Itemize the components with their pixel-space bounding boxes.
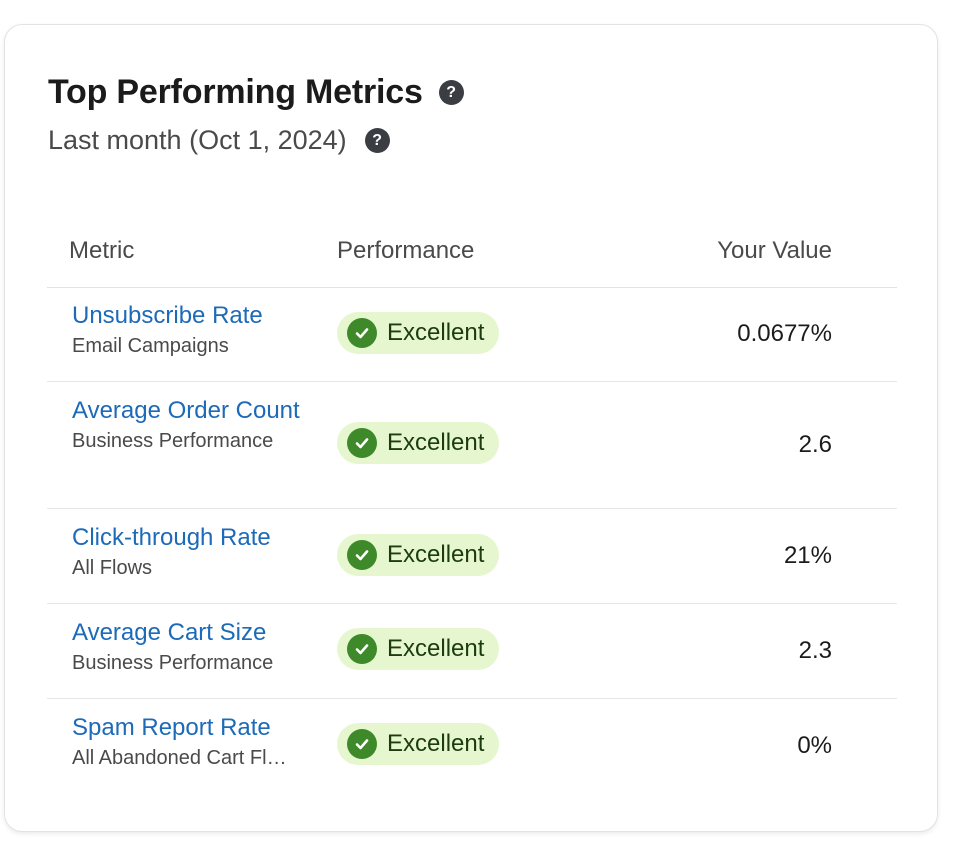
metric-source: All Flows xyxy=(72,557,153,579)
metric-source: All Abandoned Cart Flows xyxy=(72,747,294,769)
column-header-performance: Performance xyxy=(337,237,475,264)
metric-link[interactable]: Average Order Count xyxy=(72,397,300,424)
card-header: Top Performing Metrics ? xyxy=(48,73,464,112)
table-row: Average Cart Size Business Performance E… xyxy=(47,604,897,699)
column-header-value: Your Value xyxy=(717,237,832,264)
metric-source: Email Campaigns xyxy=(72,335,229,357)
metric-source: Business Performance xyxy=(72,652,274,674)
metric-cell: Click-through Rate All Flows xyxy=(72,522,302,582)
check-circle-icon xyxy=(347,540,377,570)
performance-label: Excellent xyxy=(387,319,485,346)
performance-badge: Excellent xyxy=(337,422,500,464)
metric-value: 0.0677% xyxy=(737,320,832,347)
metric-value: 2.6 xyxy=(798,431,832,458)
date-range-label: Last month (Oct 1, 2024) xyxy=(48,125,347,155)
table-row: Average Order Count Business Performance… xyxy=(47,382,897,509)
check-circle-icon xyxy=(347,318,377,348)
metric-value: 21% xyxy=(783,542,832,569)
metric-value: 2.3 xyxy=(798,637,832,664)
performance-badge: Excellent xyxy=(337,723,500,765)
metric-link[interactable]: Unsubscribe Rate xyxy=(72,302,263,329)
check-circle-icon xyxy=(347,428,377,458)
performance-badge: Excellent xyxy=(337,628,500,670)
metric-link[interactable]: Click-through Rate xyxy=(72,524,271,551)
column-header-metric: Metric xyxy=(69,237,135,264)
top-metrics-card: Top Performing Metrics ? Last month (Oct… xyxy=(4,24,938,832)
check-circle-icon xyxy=(347,729,377,759)
metric-link[interactable]: Spam Report Rate xyxy=(72,714,271,741)
metric-cell: Average Order Count Business Performance xyxy=(72,395,302,455)
performance-label: Excellent xyxy=(387,730,485,757)
metric-cell: Unsubscribe Rate Email Campaigns xyxy=(72,300,302,360)
metric-source: Business Performance xyxy=(72,430,274,452)
table-row: Spam Report Rate All Abandoned Cart Flow… xyxy=(47,699,897,793)
performance-label: Excellent xyxy=(387,541,485,568)
check-circle-icon xyxy=(347,634,377,664)
question-circle-icon[interactable]: ? xyxy=(364,128,390,153)
question-circle-icon[interactable]: ? xyxy=(438,80,464,105)
metrics-table: Metric Performance Your Value Unsubscrib… xyxy=(47,225,897,793)
card-title: Top Performing Metrics xyxy=(48,73,423,111)
performance-label: Excellent xyxy=(387,429,485,456)
table-row: Unsubscribe Rate Email Campaigns Excelle… xyxy=(47,288,897,382)
metric-link[interactable]: Average Cart Size xyxy=(72,619,267,646)
performance-badge: Excellent xyxy=(337,534,500,576)
card-subheader: Last month (Oct 1, 2024) ? xyxy=(48,125,390,156)
performance-badge: Excellent xyxy=(337,312,500,354)
metric-cell: Spam Report Rate All Abandoned Cart Flow… xyxy=(72,712,302,772)
metric-value: 0% xyxy=(797,732,832,759)
table-row: Click-through Rate All Flows Excellent 2… xyxy=(47,509,897,604)
table-header: Metric Performance Your Value xyxy=(47,225,897,288)
performance-label: Excellent xyxy=(387,635,485,662)
metric-cell: Average Cart Size Business Performance xyxy=(72,617,302,677)
